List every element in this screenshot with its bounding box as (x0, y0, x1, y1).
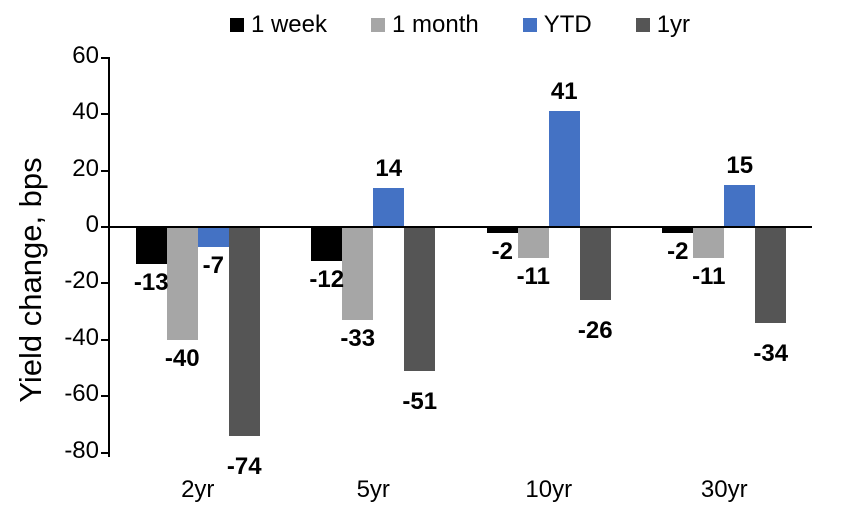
bar-value-label: -26 (577, 317, 613, 345)
y-tick-mark (101, 282, 108, 285)
bar-1yr-10yr (579, 227, 611, 301)
y-tick-mark (101, 395, 108, 398)
y-tick-label: 20 (72, 154, 99, 182)
y-tick-mark (101, 169, 108, 172)
bar-1-week-2yr (135, 227, 167, 264)
y-tick-label: 0 (85, 211, 99, 238)
bar-value-label: -33 (340, 325, 376, 353)
y-tick-mark (101, 113, 108, 116)
bar-value-label: -11 (516, 263, 550, 291)
zero-line (108, 226, 812, 228)
bar-value-label: -11 (692, 263, 726, 291)
y-axis-line (108, 57, 110, 457)
legend-item-1-month: 1 month (370, 11, 479, 38)
legend-swatch (522, 18, 537, 32)
bar-1-month-2yr (166, 227, 198, 340)
bar-value-label: -7 (202, 251, 224, 279)
bar-1-week-30yr (662, 227, 694, 233)
bar-YTD-2yr (197, 227, 229, 247)
bar-1yr-2yr (228, 227, 260, 436)
chart-legend: 1 week 1 month YTD 1yr (108, 6, 812, 44)
bar-value-label: 14 (375, 154, 403, 182)
y-tick-label: 60 (72, 41, 99, 69)
bar-value-label: -40 (164, 344, 200, 372)
legend-label: 1yr (656, 11, 691, 38)
bar-1yr-5yr (404, 227, 436, 371)
legend-swatch (370, 18, 385, 32)
bar-value-label: -51 (402, 387, 438, 415)
x-category-label-10yr: 10yr (525, 476, 573, 503)
bar-1yr-30yr (755, 227, 787, 323)
bar-1-week-5yr (311, 227, 343, 261)
bar-value-label: -2 (491, 237, 513, 265)
legend-swatch (635, 18, 650, 32)
bar-YTD-5yr (373, 187, 405, 227)
y-tick-label: -40 (64, 323, 99, 351)
y-tick-label: 40 (72, 98, 99, 126)
y-tick-mark (101, 226, 108, 228)
y-tick-label: -60 (64, 380, 99, 408)
bar-1-week-10yr (486, 227, 518, 233)
y-tick-mark (101, 56, 108, 59)
bar-YTD-30yr (724, 184, 756, 227)
bar-value-label: -74 (226, 452, 262, 480)
y-tick-label: -80 (64, 436, 99, 464)
legend-label: 1 month (391, 11, 479, 38)
bar-value-label: -12 (309, 265, 345, 293)
bar-value-label: -34 (753, 339, 789, 367)
bar-value-label: -2 (667, 237, 689, 265)
bar-1-month-10yr (517, 227, 549, 259)
bar-1-month-5yr (342, 227, 374, 321)
y-tick-mark (101, 338, 108, 341)
x-category-label-5yr: 5yr (356, 476, 390, 503)
legend-item-1yr: 1yr (635, 11, 691, 38)
x-category-label-2yr: 2yr (181, 476, 215, 503)
y-tick-mark (101, 451, 108, 454)
legend-item-1-week: 1 week (229, 11, 327, 38)
legend-label: YTD (543, 11, 592, 38)
bar-1-month-30yr (693, 227, 725, 259)
bar-value-label: 15 (726, 151, 754, 179)
x-category-label-30yr: 30yr (700, 476, 748, 503)
legend-swatch (229, 18, 244, 32)
legend-label: 1 week (250, 11, 327, 38)
bar-YTD-10yr (548, 111, 580, 227)
y-tick-label: -20 (64, 267, 99, 295)
bar-value-label: 41 (550, 78, 578, 106)
legend-item-YTD: YTD (522, 11, 592, 38)
bar-value-label: -13 (133, 268, 169, 296)
